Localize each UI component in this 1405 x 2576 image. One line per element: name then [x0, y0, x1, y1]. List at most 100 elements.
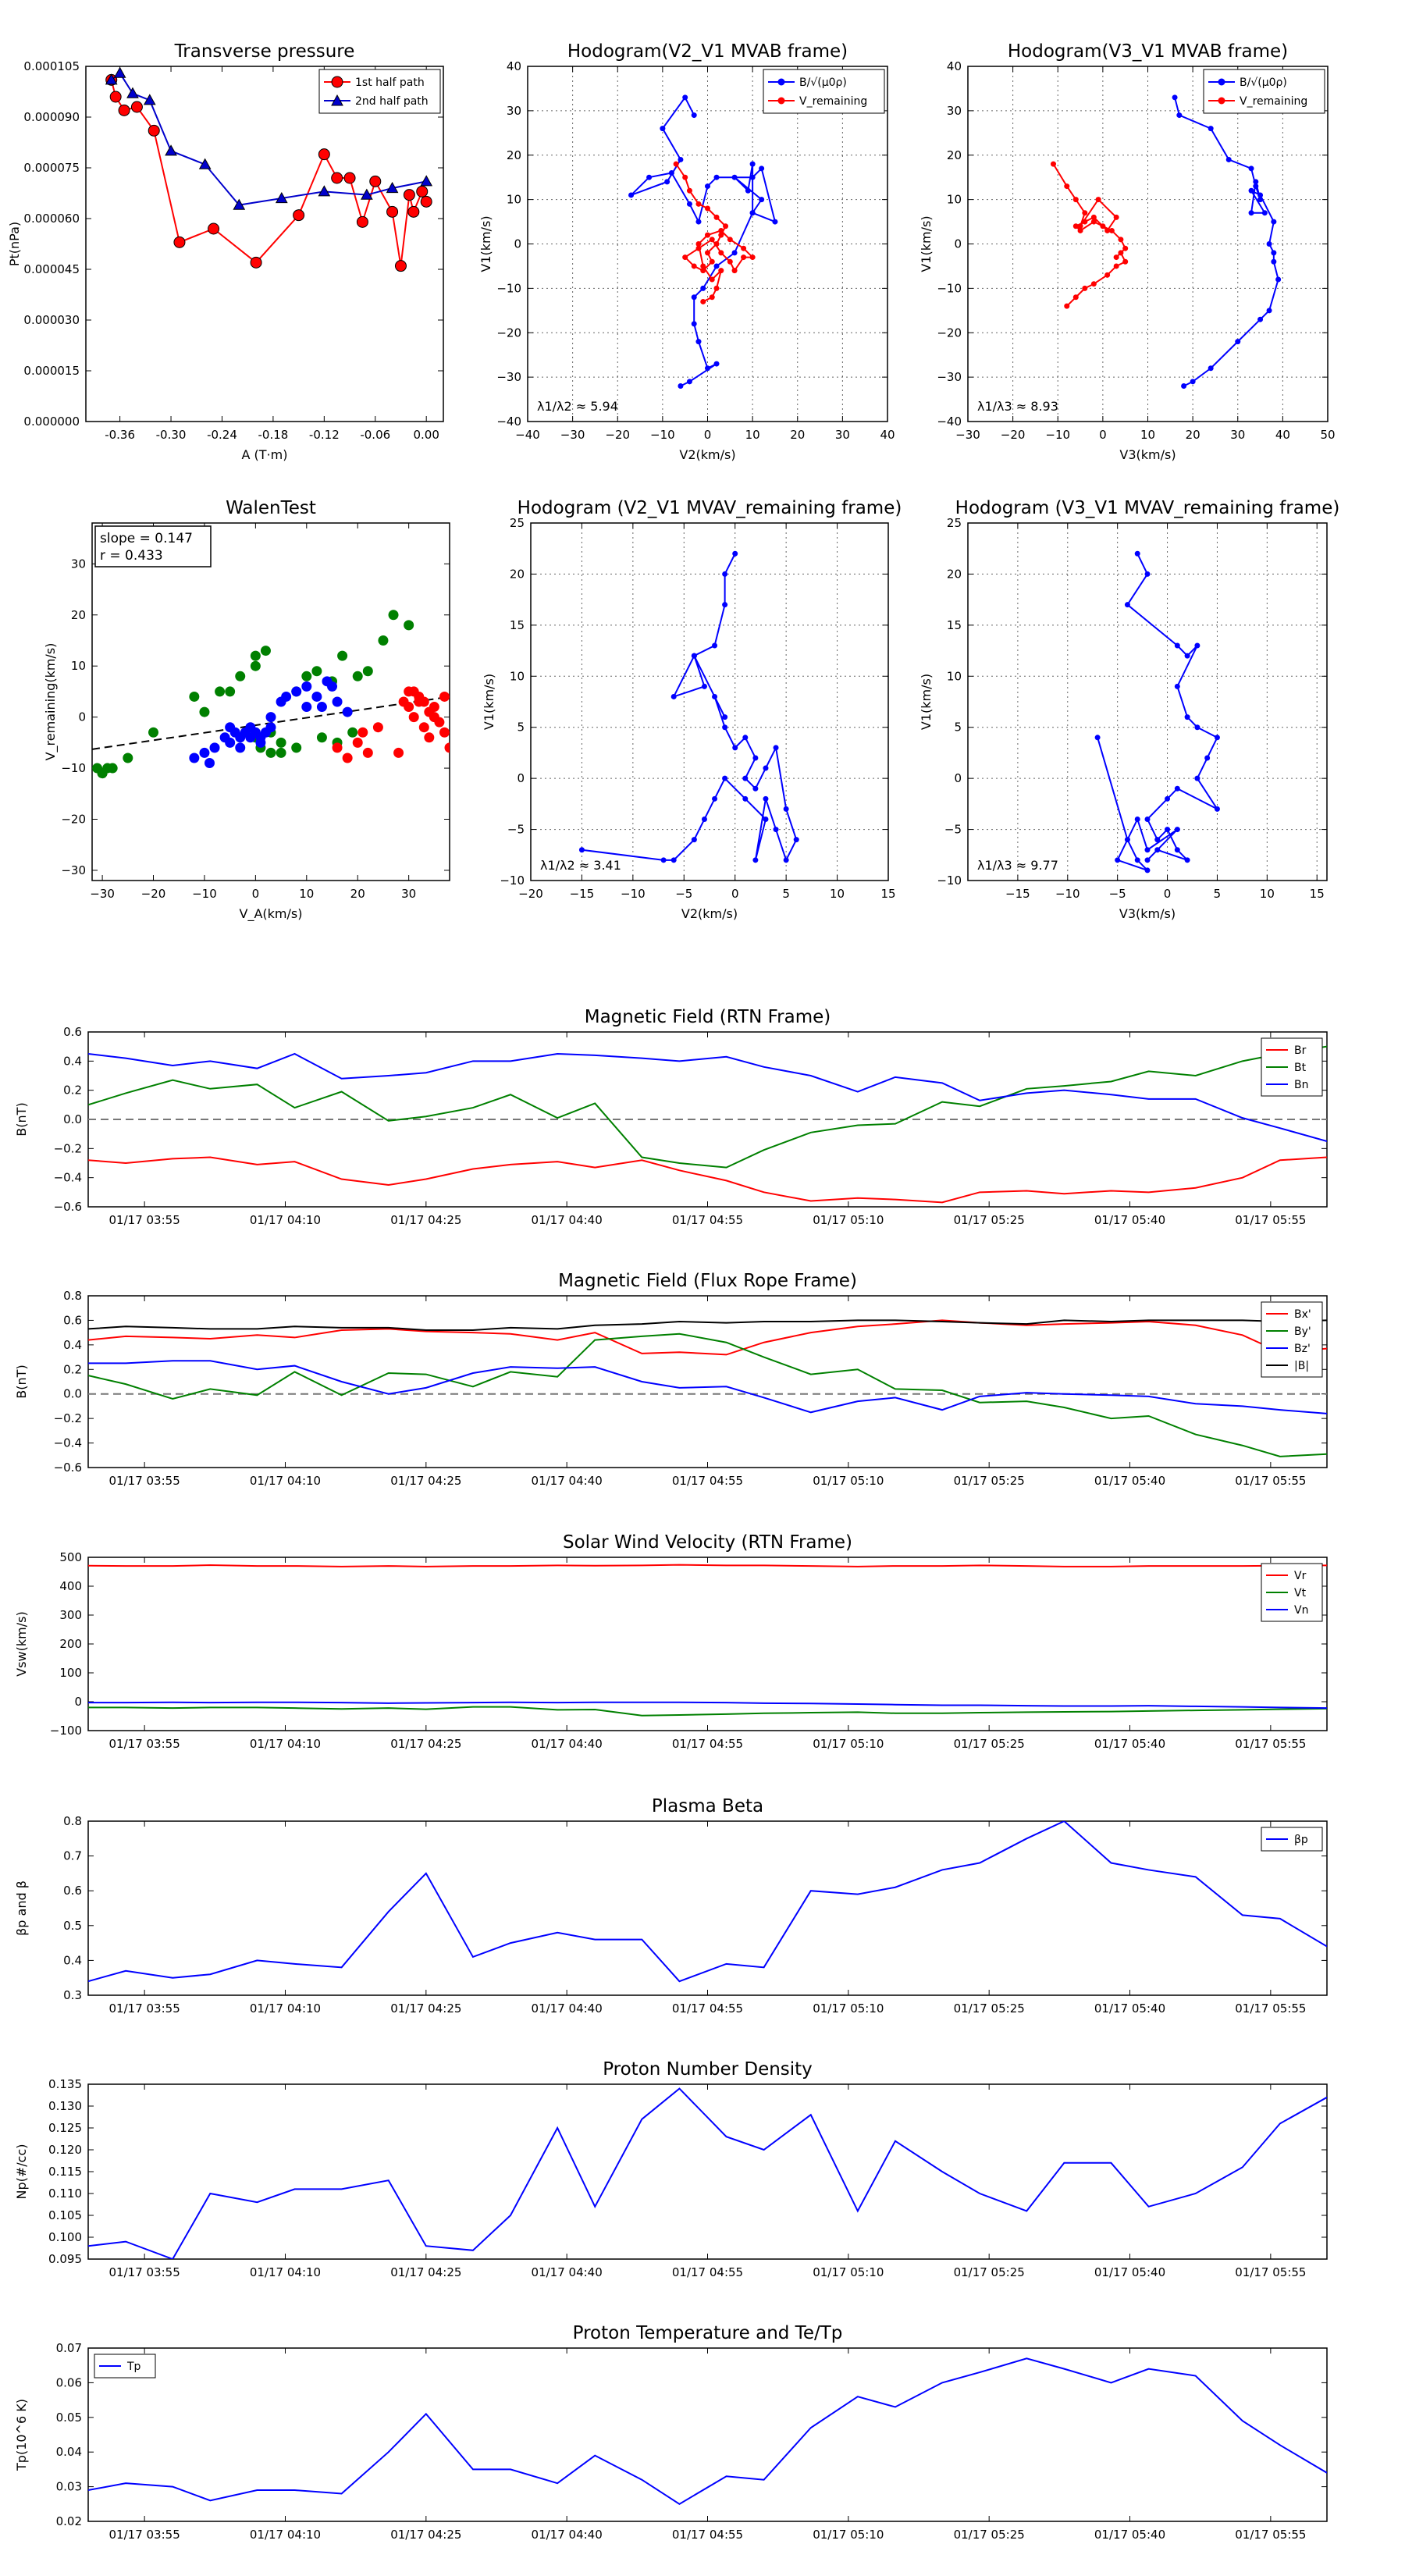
y-tick-label: 0.120 [48, 2143, 82, 2157]
data-point [1144, 571, 1151, 577]
x-tick-label: 01/17 04:10 [250, 1213, 321, 1227]
y-tick-label: 0.000075 [23, 161, 80, 175]
data-point [741, 254, 747, 261]
x-tick-label: 01/17 05:40 [1094, 2001, 1165, 2016]
legend-marker [1218, 78, 1225, 86]
data-point [109, 91, 122, 103]
y-tick-label: 0.130 [48, 2099, 82, 2113]
y-tick-label: 0.110 [48, 2186, 82, 2201]
x-tick-label: 15 [1310, 887, 1325, 901]
y-tick-label: −20 [937, 326, 962, 340]
plot-area [628, 94, 778, 389]
x-tick-label: −10 [650, 428, 675, 442]
x-tick-label: 50 [1320, 428, 1335, 442]
data-point [372, 722, 383, 733]
x-tick-label: 20 [350, 887, 365, 901]
plot-frame [87, 1557, 1328, 1731]
data-point [783, 806, 789, 812]
data-point [225, 686, 236, 697]
data-point [1095, 197, 1101, 203]
legend-marker [1218, 97, 1225, 105]
x-tick-label: 10 [830, 887, 845, 901]
x-axis-label: V3(km/s) [1119, 906, 1176, 921]
data-point [1174, 642, 1180, 649]
y-tick-label: −30 [937, 370, 962, 384]
x-tick-label: 01/17 05:40 [1094, 2528, 1165, 2542]
plot-area [578, 550, 799, 863]
data-point [1235, 339, 1241, 345]
series-line-0 [1174, 97, 1279, 387]
y-tick-label: 0.7 [63, 1849, 82, 1863]
data-point [709, 237, 715, 243]
y-tick-label: −10 [61, 761, 86, 775]
data-point [165, 144, 177, 156]
data-point [386, 181, 399, 194]
data-point [1100, 223, 1106, 229]
data-point [1154, 837, 1161, 843]
y-tick-label: 0.2 [63, 1083, 82, 1098]
data-point [414, 696, 425, 707]
data-point [1194, 775, 1200, 781]
data-point [759, 165, 765, 172]
data-point [695, 201, 702, 207]
series-line-0 [88, 1156, 1327, 1204]
data-point [404, 686, 414, 697]
data-point [700, 285, 706, 291]
x-tick-label: 30 [835, 428, 850, 442]
data-point [727, 258, 733, 265]
data-point [130, 101, 143, 113]
data-point [1181, 383, 1187, 389]
x-tick-label: -0.12 [309, 428, 340, 442]
x-tick-label: 01/17 03:55 [109, 2001, 180, 2016]
y-axis-label: βp and β [14, 1880, 29, 1936]
data-point [311, 666, 322, 677]
data-point [718, 232, 724, 238]
x-tick-label: 01/17 05:10 [813, 1737, 884, 1751]
data-point [1104, 227, 1111, 233]
data-point [1248, 210, 1254, 216]
data-point [722, 775, 728, 781]
y-tick-label: 0.000060 [23, 212, 80, 226]
y-tick-label: 0 [74, 1695, 82, 1709]
data-point [318, 185, 331, 197]
y-tick-label: 500 [59, 1550, 82, 1564]
y-tick-label: 0.4 [63, 1953, 82, 1967]
data-point [752, 785, 759, 792]
data-point [143, 94, 156, 105]
y-tick-label: 30 [71, 557, 86, 571]
data-point [1072, 223, 1079, 229]
y-tick-label: 100 [59, 1666, 82, 1680]
x-tick-label: 01/17 04:10 [250, 2001, 321, 2016]
data-point [670, 693, 677, 699]
y-tick-label: 0.4 [63, 1338, 82, 1352]
data-point [727, 237, 733, 243]
data-point [701, 816, 707, 822]
plot-area [1094, 550, 1220, 873]
data-point [772, 219, 778, 225]
chart-title: Proton Temperature and Te/Tp [573, 2323, 843, 2343]
data-point [1064, 303, 1070, 309]
x-tick-label: −5 [1109, 887, 1126, 901]
x-tick-label: 01/17 04:25 [390, 2265, 461, 2279]
y-axis-label: B(nT) [14, 1102, 29, 1136]
data-point [281, 691, 292, 702]
y-tick-label: −10 [500, 873, 525, 888]
x-tick-label: 20 [1186, 428, 1200, 442]
y-tick-label: 0 [514, 237, 521, 251]
data-point [749, 254, 756, 261]
data-point [301, 702, 312, 713]
legend-label: Vr [1294, 1570, 1307, 1582]
y-tick-label: −30 [61, 863, 86, 877]
data-point [578, 847, 585, 853]
y-tick-label: 30 [947, 104, 962, 118]
x-tick-label: 01/17 05:55 [1235, 1474, 1306, 1488]
plot-area [88, 2087, 1327, 2259]
x-tick-label: −10 [192, 887, 217, 901]
data-point [1214, 735, 1220, 741]
data-point [1122, 245, 1129, 251]
chart-title: Transverse pressure [174, 41, 355, 62]
legend-label: |B| [1294, 1360, 1309, 1372]
data-point [1154, 847, 1161, 853]
x-tick-label: −10 [1055, 887, 1080, 901]
y-tick-label: 0 [78, 710, 86, 724]
